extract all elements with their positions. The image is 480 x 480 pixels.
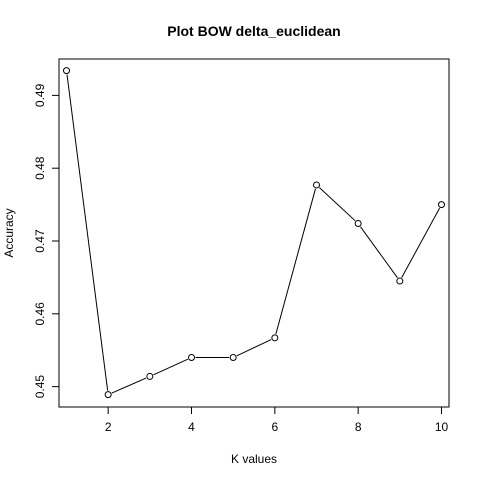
- data-point: [146, 372, 154, 380]
- x-tick-label: 4: [188, 420, 195, 434]
- y-tick-label: 0.47: [33, 229, 47, 253]
- data-point: [104, 391, 112, 399]
- x-tick-label: 6: [271, 420, 278, 434]
- y-axis: 0.45 0.46 0.47 0.48 0.49: [33, 83, 59, 398]
- series-line-segment: [153, 358, 189, 376]
- x-tick-label: 8: [355, 420, 362, 434]
- x-axis-label: K values: [231, 452, 277, 466]
- series-line-segment: [236, 339, 272, 357]
- x-axis: 2 4 6 8 10: [105, 407, 449, 434]
- x-tick-label: 10: [435, 420, 449, 434]
- chart-title: Plot BOW delta_euclidean: [167, 23, 340, 39]
- data-point: [229, 353, 237, 361]
- data-point: [63, 67, 70, 75]
- data-point: [396, 277, 404, 285]
- y-tick-label: 0.46: [33, 302, 47, 326]
- data-point: [188, 353, 195, 361]
- series-line-segment: [319, 187, 356, 222]
- series-line-segment: [275, 188, 316, 335]
- series-line-segment: [360, 226, 398, 279]
- x-tick-label: 2: [105, 420, 112, 434]
- y-tick-label: 0.49: [33, 83, 47, 107]
- data-point: [354, 220, 362, 228]
- plot-frame: [58, 58, 450, 408]
- series-line-segment: [401, 207, 441, 278]
- y-tick-label: 0.45: [33, 375, 47, 399]
- data-point: [313, 181, 320, 189]
- y-tick-label: 0.48: [33, 156, 47, 180]
- series-line-segment: [111, 377, 147, 394]
- data-point: [271, 334, 279, 342]
- y-axis-label: Accuracy: [2, 208, 16, 257]
- series-line-segment: [66, 74, 109, 391]
- series-group: [63, 67, 445, 399]
- data-point: [438, 201, 445, 209]
